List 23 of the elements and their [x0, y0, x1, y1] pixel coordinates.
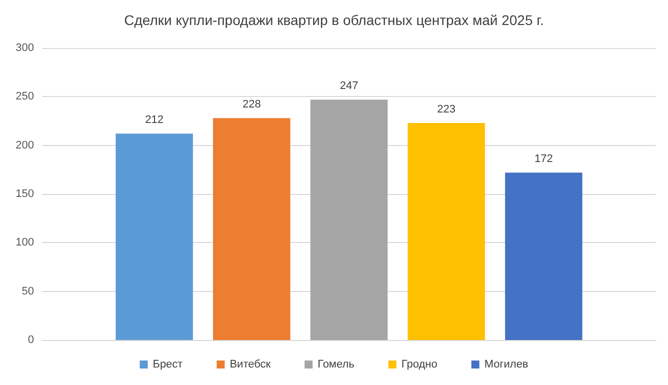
y-tick-label: 100 — [16, 236, 34, 249]
data-label: 223 — [437, 103, 456, 116]
chart-title: Сделки купли-продажи квартир в областных центрах май 2025 г. — [124, 12, 544, 28]
y-tick-label: 250 — [16, 90, 34, 103]
y-tick-label: 300 — [16, 42, 34, 54]
y-tick-label: 0 — [28, 334, 34, 346]
y-tick-label: 200 — [16, 139, 34, 152]
legend-label: Гомель — [318, 358, 355, 370]
legend-label: Брест — [152, 358, 183, 370]
data-label: 228 — [242, 98, 261, 111]
bar — [213, 118, 290, 340]
legend-label: Гродно — [401, 358, 438, 370]
data-label: 172 — [534, 153, 553, 166]
legend-label: Витебск — [230, 358, 271, 370]
data-label: 247 — [340, 80, 358, 92]
data-label: 212 — [145, 114, 164, 126]
bar — [408, 122, 485, 340]
bar — [505, 172, 582, 340]
legend-label: Могилев — [484, 358, 528, 370]
y-tick-label: 150 — [16, 188, 34, 200]
y-tick-label: 50 — [22, 285, 34, 298]
bar — [116, 134, 193, 340]
bar — [310, 100, 388, 340]
